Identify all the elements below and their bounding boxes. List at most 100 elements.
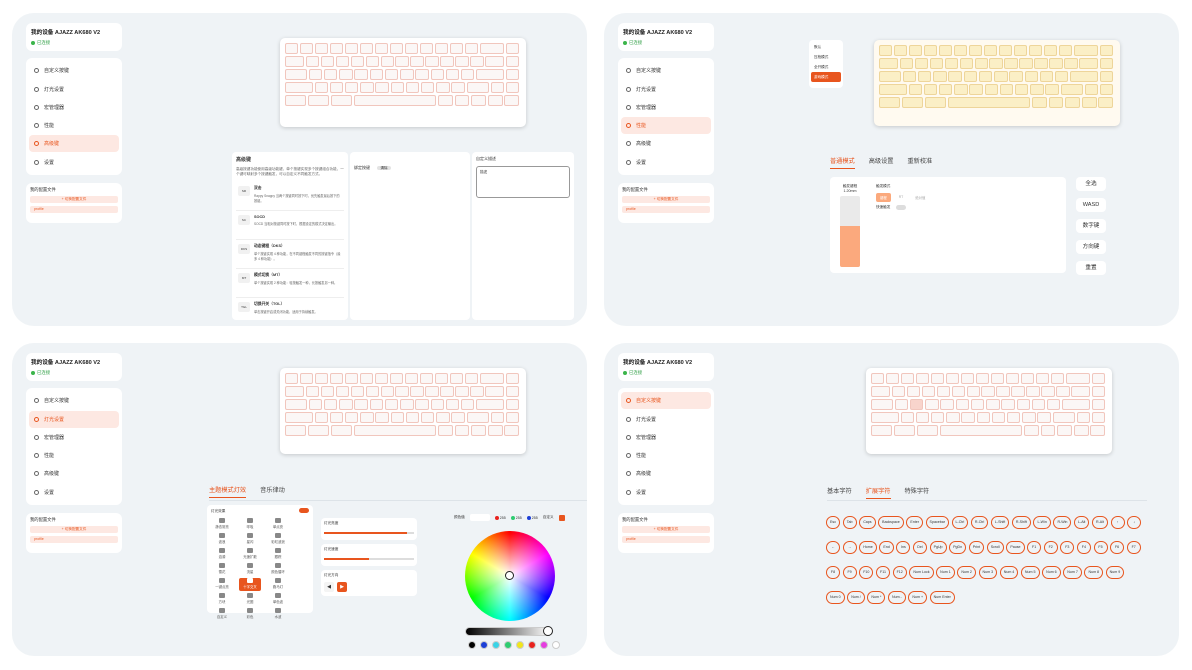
key-option[interactable]: End xyxy=(879,541,894,554)
key[interactable] xyxy=(925,96,947,109)
key[interactable] xyxy=(951,385,965,398)
nav-settings[interactable]: 设置 xyxy=(621,484,711,501)
effect-option[interactable]: 彩色 xyxy=(239,608,261,621)
key[interactable] xyxy=(1098,96,1114,109)
key[interactable] xyxy=(923,83,938,96)
nav-settings[interactable]: 设置 xyxy=(29,154,119,171)
key-option[interactable]: Backspace xyxy=(878,516,904,529)
key-option[interactable]: ← xyxy=(826,541,840,554)
key[interactable] xyxy=(925,398,939,411)
key[interactable] xyxy=(871,411,899,424)
key[interactable] xyxy=(921,385,935,398)
key[interactable] xyxy=(375,81,389,94)
key[interactable] xyxy=(395,385,409,398)
key[interactable] xyxy=(1079,57,1099,70)
effect-option[interactable]: 单点亮 xyxy=(267,518,289,531)
nav-macro[interactable]: 宏管理器 xyxy=(621,429,711,446)
nav-custom-keys[interactable]: 自定义按键 xyxy=(621,62,711,79)
key[interactable] xyxy=(314,81,328,94)
tab-special-chars[interactable]: 特殊字符 xyxy=(904,488,930,495)
key[interactable] xyxy=(390,411,405,424)
key[interactable] xyxy=(923,45,938,57)
key[interactable] xyxy=(471,424,486,437)
key[interactable] xyxy=(966,385,980,398)
key[interactable] xyxy=(354,424,437,437)
nav-advanced[interactable]: 高级键 xyxy=(29,465,119,482)
key-option[interactable]: Num 1 xyxy=(936,566,955,579)
effect-option[interactable]: 单色波 xyxy=(267,593,289,606)
key[interactable] xyxy=(454,94,470,107)
key[interactable] xyxy=(1007,411,1021,424)
key[interactable] xyxy=(1015,83,1029,96)
effect-option[interactable]: 跑马灯 xyxy=(267,578,289,591)
effect-option[interactable]: 彩虹波浪 xyxy=(267,533,289,546)
r-input[interactable]: 255 xyxy=(499,515,506,520)
key[interactable] xyxy=(335,55,349,68)
key-option[interactable]: Caps xyxy=(859,516,876,529)
profile-item[interactable]: profile xyxy=(30,206,118,213)
config-switch-button[interactable]: + 切换配置文件 xyxy=(30,526,118,533)
key[interactable] xyxy=(1056,385,1070,398)
key-option[interactable]: F6 xyxy=(1110,541,1125,554)
key[interactable] xyxy=(1013,45,1028,57)
key[interactable] xyxy=(505,398,520,411)
effect-option[interactable]: 静态常亮 xyxy=(211,518,233,531)
nav-macro[interactable]: 宏管理器 xyxy=(621,99,711,116)
key[interactable] xyxy=(871,398,893,411)
key-option[interactable]: Num / xyxy=(847,591,865,604)
key[interactable] xyxy=(1035,373,1050,385)
key[interactable] xyxy=(1026,385,1040,398)
key[interactable] xyxy=(946,411,960,424)
key[interactable] xyxy=(505,373,520,385)
key[interactable] xyxy=(324,68,338,81)
key[interactable] xyxy=(505,81,520,94)
effect-option[interactable]: 一键点亮 xyxy=(211,578,233,591)
effect-option[interactable]: 波浪 xyxy=(211,533,233,546)
config-switch-button[interactable]: + 切换配置文件 xyxy=(622,196,710,203)
tab-recalibrate[interactable]: 重新校准 xyxy=(907,158,933,165)
key[interactable] xyxy=(955,398,970,411)
effect-option[interactable]: 雪花 xyxy=(211,563,233,576)
keyboard-preview[interactable] xyxy=(280,38,526,127)
key[interactable] xyxy=(917,424,939,437)
key[interactable] xyxy=(1048,96,1064,109)
key-option[interactable]: Num 2 xyxy=(957,566,976,579)
key[interactable] xyxy=(978,70,993,83)
key[interactable] xyxy=(389,43,404,55)
key[interactable] xyxy=(436,411,450,424)
key[interactable] xyxy=(1024,70,1038,83)
key[interactable] xyxy=(320,55,334,68)
tab-advanced[interactable]: 高级设置 xyxy=(868,158,894,165)
advanced-key-item[interactable]: MT 模式切换（MT） 单个按键实现 2 种功能：轻按触发一种，长按触发另一种。 xyxy=(236,269,344,298)
key-option[interactable]: F11 xyxy=(875,566,890,579)
key[interactable] xyxy=(470,385,484,398)
key-option[interactable]: L-Ctrl xyxy=(951,516,969,529)
key[interactable] xyxy=(285,68,307,81)
key[interactable] xyxy=(1050,373,1064,385)
key[interactable] xyxy=(434,373,449,385)
key[interactable] xyxy=(374,43,389,55)
key[interactable] xyxy=(314,43,329,55)
key[interactable] xyxy=(430,398,444,411)
key[interactable] xyxy=(308,94,330,107)
key[interactable] xyxy=(440,55,454,68)
key[interactable] xyxy=(331,94,353,107)
key[interactable] xyxy=(879,83,907,96)
key[interactable] xyxy=(986,398,1000,411)
key[interactable] xyxy=(908,45,923,57)
key-option[interactable]: Num Enter xyxy=(929,591,955,604)
key[interactable] xyxy=(344,373,359,385)
key[interactable] xyxy=(305,385,319,398)
advanced-key-item[interactable]: DKS 动态键程（DKS） 单个按键实现 4 种功能，在不同键程触发不同的按键指令（… xyxy=(236,240,344,269)
key[interactable] xyxy=(476,68,504,81)
key-option[interactable]: R-Ctrl xyxy=(970,516,989,529)
key[interactable] xyxy=(1004,57,1018,70)
effect-option[interactable]: 星闪 xyxy=(239,533,261,546)
color-wheel[interactable] xyxy=(465,531,555,621)
key-option[interactable]: ↑ xyxy=(1110,516,1125,529)
key[interactable] xyxy=(1084,83,1098,96)
key[interactable] xyxy=(908,83,922,96)
key[interactable] xyxy=(390,81,405,94)
key[interactable] xyxy=(1031,96,1047,109)
key[interactable] xyxy=(360,81,374,94)
